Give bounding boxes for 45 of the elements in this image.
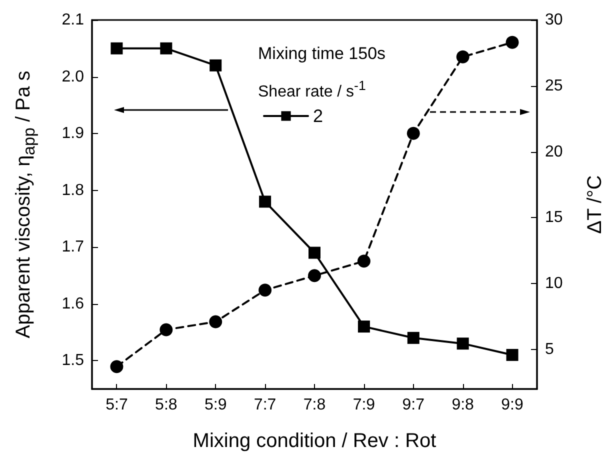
point bbox=[506, 36, 519, 49]
point bbox=[210, 59, 222, 72]
x-tick-label: 9:7 bbox=[402, 396, 425, 414]
point bbox=[209, 315, 222, 328]
y2-tick-label: 30 bbox=[545, 12, 563, 28]
x-tick-label: 7:7 bbox=[254, 396, 276, 414]
x-tick-label: 5:8 bbox=[155, 396, 178, 414]
y-tick-label: 2.1 bbox=[62, 12, 84, 28]
y2-axis-title: ΔT /°C bbox=[584, 175, 606, 234]
point bbox=[259, 196, 272, 208]
point bbox=[308, 269, 321, 282]
x-tick-label: 9:8 bbox=[452, 396, 474, 414]
y2-tick-label: 10 bbox=[545, 275, 563, 292]
point bbox=[258, 284, 272, 297]
y-tick-label: 1.7 bbox=[62, 238, 84, 256]
point bbox=[506, 348, 518, 361]
point bbox=[110, 42, 123, 54]
y-tick-label: 1.6 bbox=[62, 295, 84, 312]
y-tick-label: 1.5 bbox=[62, 352, 84, 370]
x-tick-label: 7:8 bbox=[303, 396, 326, 414]
point bbox=[456, 338, 469, 350]
point bbox=[357, 254, 370, 268]
x-tick-label: 7:9 bbox=[352, 396, 376, 414]
y2-tick-label: 25 bbox=[545, 77, 563, 94]
point bbox=[160, 42, 172, 54]
point bbox=[358, 320, 370, 333]
annotation: Mixing time 150s bbox=[258, 44, 386, 64]
x-tick-label: 5:7 bbox=[106, 396, 128, 414]
y-tick-label: 2.0 bbox=[62, 68, 84, 86]
y-tick-label: 1.9 bbox=[62, 125, 84, 142]
point bbox=[456, 50, 470, 64]
y2-tick-label: 15 bbox=[545, 209, 563, 226]
point bbox=[110, 360, 124, 374]
point bbox=[407, 332, 420, 344]
point bbox=[406, 126, 420, 140]
y2-tick-label: 20 bbox=[545, 143, 563, 160]
x-tick-label: 5:9 bbox=[204, 396, 227, 414]
y2-tick-label: 5 bbox=[545, 340, 554, 358]
point bbox=[160, 323, 173, 336]
y-tick-label: 1.8 bbox=[62, 182, 84, 199]
x-tick-label: 9:9 bbox=[501, 396, 524, 414]
point bbox=[308, 246, 320, 259]
legend-label: 2 bbox=[313, 106, 324, 126]
x-axis-title: Mixing condition / Rev : Rot bbox=[192, 430, 437, 452]
legend-title: Shear rate / s$^{-1}$ bbox=[258, 78, 366, 102]
